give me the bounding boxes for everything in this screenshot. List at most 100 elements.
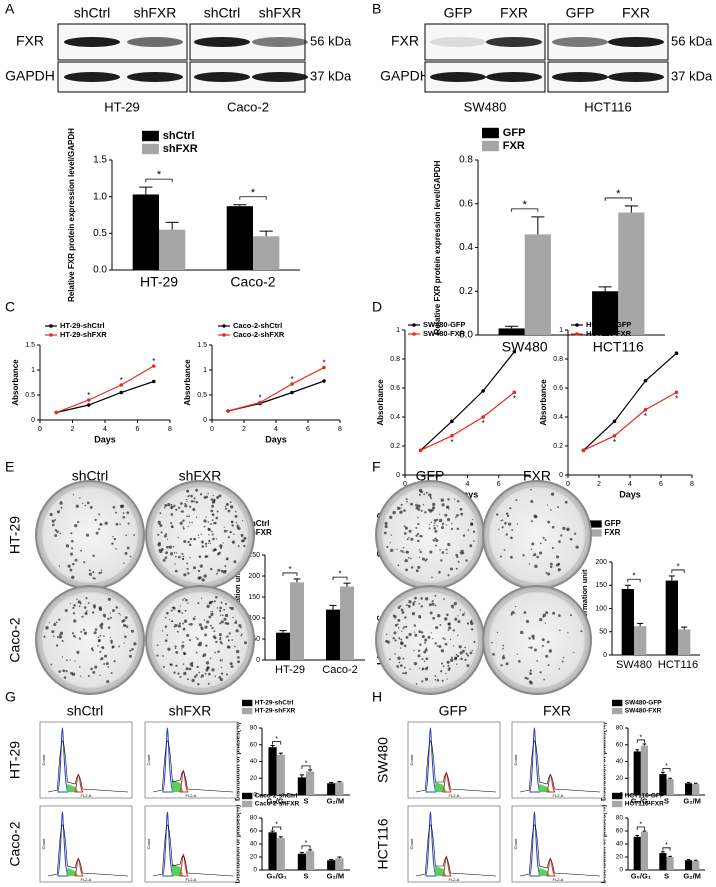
colony (243, 641, 247, 645)
lane-label: GFP (566, 5, 595, 21)
colony (397, 618, 401, 622)
colony (431, 602, 435, 606)
colony (420, 490, 423, 494)
colony (181, 612, 184, 614)
colony (204, 542, 208, 545)
y-tick-label: 60 (250, 741, 258, 748)
colony (434, 675, 437, 677)
significance-star: * (676, 562, 679, 571)
colony (168, 545, 172, 549)
colony (175, 650, 179, 654)
dish-rim (487, 485, 587, 585)
legend-swatch (612, 792, 623, 800)
colony (470, 522, 474, 526)
colony (557, 506, 559, 509)
colony (518, 660, 521, 663)
legend-label: SW480-FXR (423, 329, 466, 338)
colony (394, 639, 397, 642)
colony (190, 499, 194, 503)
colony (170, 513, 174, 516)
legend-swatch (482, 127, 499, 139)
colony (214, 636, 217, 640)
colony (415, 506, 419, 510)
colony (200, 645, 202, 647)
colony (174, 563, 176, 565)
significance-star: * (157, 169, 162, 181)
colony (223, 617, 227, 621)
dish (35, 585, 145, 695)
colony (424, 638, 428, 642)
colony (431, 576, 433, 579)
colony (100, 569, 103, 571)
histogram (47, 740, 129, 793)
y-tick-label: 0.2 (553, 443, 563, 450)
colony (206, 604, 210, 608)
g2-peak (73, 773, 84, 793)
row-label: SW480 (375, 737, 391, 783)
lane-label: FXR (622, 5, 650, 21)
colony (467, 529, 470, 531)
significance-bracket (239, 196, 267, 200)
colony (210, 523, 213, 526)
colony (423, 493, 426, 496)
point (450, 419, 454, 424)
legend-label: HT-29-shFXR (255, 708, 296, 715)
colony (238, 624, 242, 628)
colony (455, 553, 458, 557)
colony (65, 670, 68, 673)
colony (432, 616, 436, 620)
blot-band (608, 37, 664, 47)
colony (197, 683, 200, 686)
colony (170, 522, 173, 525)
colony (440, 526, 444, 530)
colony (434, 642, 437, 645)
y-tick-label: 0 (203, 417, 207, 424)
colony (434, 529, 438, 533)
colony (418, 614, 422, 618)
colony (539, 618, 543, 622)
size-label: 56 kDa (671, 33, 713, 48)
colony (536, 660, 539, 662)
colony (183, 619, 188, 623)
colony (410, 537, 414, 541)
y-tick-label: 0.6 (390, 385, 400, 392)
colony (235, 629, 239, 633)
colony (397, 656, 401, 660)
legend-swatch (482, 140, 499, 152)
colony (430, 497, 432, 500)
colony (85, 533, 90, 537)
colony (447, 574, 450, 577)
colony (82, 628, 86, 631)
x-axis-label: Days (265, 434, 287, 444)
x-tick-label: SW480 (502, 338, 548, 354)
flow-x-label: FL2-A (81, 793, 92, 798)
colony (408, 632, 412, 637)
colony (446, 660, 450, 664)
blot-band (127, 37, 183, 47)
bar (692, 860, 700, 870)
legend-swatch (612, 707, 623, 715)
colony (173, 625, 176, 628)
colony (43, 635, 46, 638)
flow-x-label: FL2-A (553, 877, 564, 882)
panel-letter: H (372, 689, 382, 705)
colony (162, 666, 165, 669)
colony (231, 639, 234, 641)
colony (182, 558, 185, 560)
colony (224, 506, 227, 508)
x-tick-label: 2 (597, 481, 601, 488)
colony (541, 644, 544, 647)
bar (665, 580, 678, 655)
colony (197, 576, 201, 580)
colony (182, 555, 185, 558)
colony (529, 672, 532, 676)
colony (502, 654, 505, 657)
colony (206, 620, 210, 624)
x-tick-label: 2 (71, 426, 75, 433)
line (56, 365, 155, 414)
legend-marker (575, 332, 579, 336)
colony (422, 503, 425, 506)
colony (234, 514, 238, 518)
colony (456, 654, 460, 658)
colony (384, 521, 388, 526)
